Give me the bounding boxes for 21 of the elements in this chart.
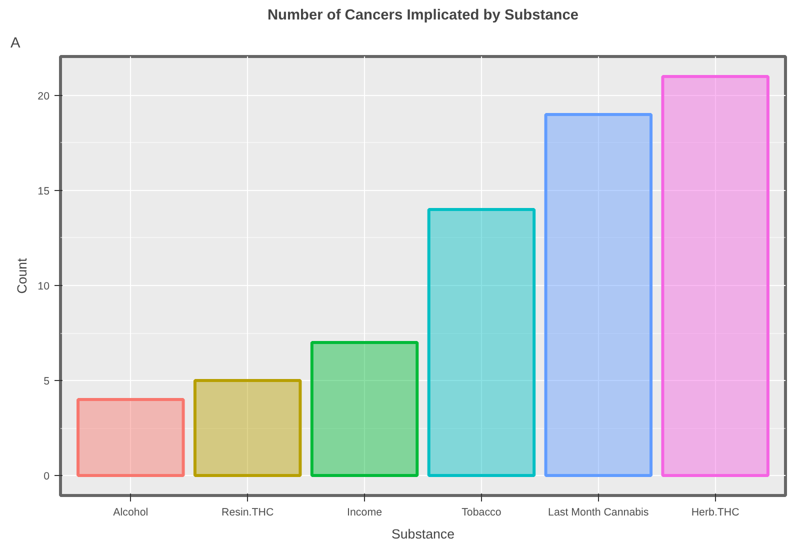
bar xyxy=(661,74,770,478)
bar xyxy=(76,398,185,478)
y-tick-label: 20 xyxy=(38,90,50,102)
y-axis-title: Count xyxy=(14,258,30,294)
x-axis-title: Substance xyxy=(392,526,454,542)
bar xyxy=(193,379,302,478)
y-tick-label: 10 xyxy=(38,280,50,292)
x-tick-label: Tobacco xyxy=(462,506,502,518)
chart-title: Number of Cancers Implicated by Substance xyxy=(267,8,579,24)
x-tick-label: Herb.THC xyxy=(691,506,740,518)
x-tick-label: Last Month Cannabis xyxy=(548,506,649,518)
text: A xyxy=(10,36,20,52)
y-tick-label: 5 xyxy=(44,376,50,388)
bar xyxy=(310,341,419,478)
x-tick-label: Resin.THC xyxy=(222,506,274,518)
bar xyxy=(544,112,653,478)
y-tick-label: 0 xyxy=(44,470,50,483)
x-tick-label: Income xyxy=(347,506,382,518)
x-tick-label: Alcohol xyxy=(113,506,148,518)
bar xyxy=(427,208,536,478)
y-tick-label: 15 xyxy=(38,185,50,198)
